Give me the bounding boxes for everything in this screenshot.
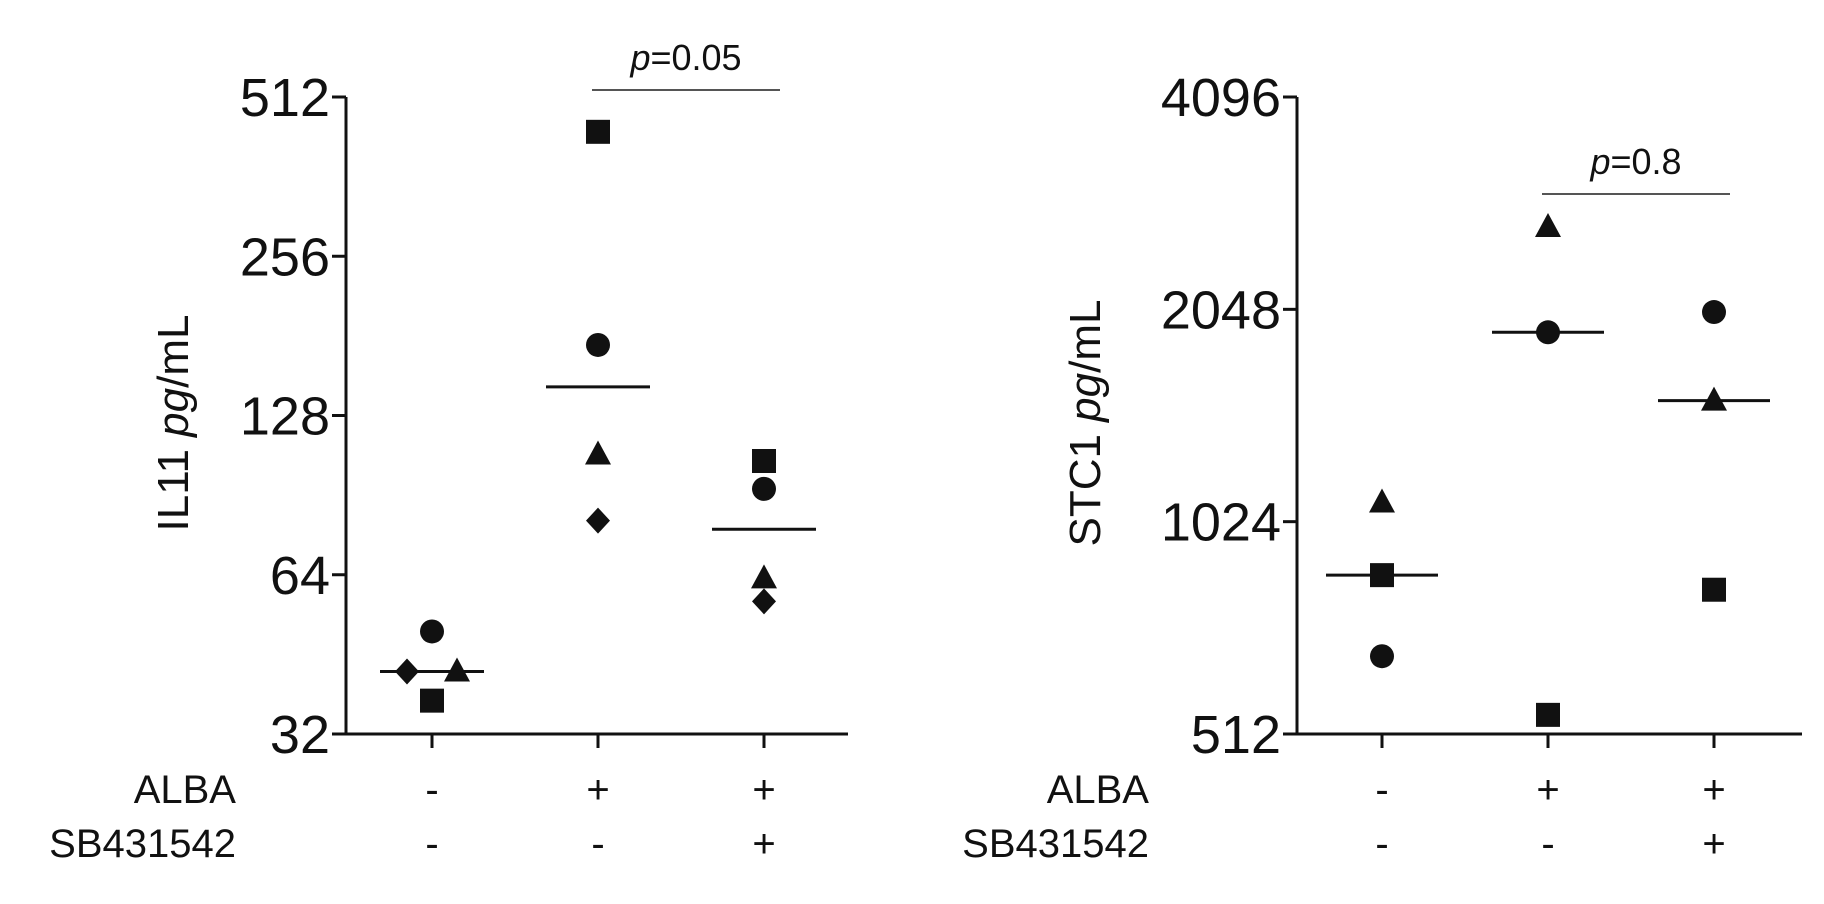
il11-point-group-1-triangle	[444, 657, 470, 682]
stc1-point-group-1-triangle	[1369, 488, 1395, 513]
il11-condition-label-sb431542: SB431542	[49, 822, 236, 866]
il11-alba-group-3: +	[752, 768, 775, 812]
stc1-condition-table: ALBA SB431542 - + + - - +	[962, 768, 1726, 866]
il11-point-group-3-diamond	[752, 588, 776, 615]
stc1-significance: p=0.8	[1542, 141, 1730, 195]
il11-points	[395, 119, 777, 713]
stc1-y-tick-label-1: 1024	[1161, 493, 1281, 553]
il11-point-group-2-square	[586, 119, 610, 144]
stc1-y-tick-label-2: 2048	[1161, 280, 1281, 340]
stc1-alba-group-3: +	[1702, 768, 1725, 812]
il11-sb431542-group-3: +	[752, 822, 775, 866]
stc1-alba-group-1: -	[1375, 768, 1388, 812]
stc1-sb431542-group-1: -	[1375, 822, 1388, 866]
stc1-point-group-3-square	[1702, 577, 1726, 602]
il11-sb431542-group-2: -	[591, 822, 604, 866]
stc1-points	[1369, 212, 1727, 727]
il11-y-tick-label-1: 64	[270, 546, 330, 606]
il11-point-group-1-diamond	[395, 658, 419, 685]
stc1-p-value: p=0.8	[1589, 141, 1681, 182]
il11-condition-label-alba: ALBA	[134, 768, 237, 812]
stc1-panel: STC1 pg/mL 512 1024 2048 4096 p=0.8 ALBA SB…	[962, 68, 1802, 866]
stc1-point-group-3-triangle	[1701, 386, 1727, 411]
stc1-alba-group-2: +	[1536, 768, 1559, 812]
stc1-condition-label-alba: ALBA	[1047, 768, 1150, 812]
il11-panel: IL11 pg/mL 32 64 128 256 512 p=0.05 ALBA SB4…	[49, 37, 848, 866]
stc1-y-tick-label-0: 512	[1191, 705, 1281, 765]
il11-significance: p=0.05	[592, 37, 780, 91]
il11-y-tick-label-4: 512	[240, 68, 330, 128]
il11-point-group-3-square	[752, 449, 776, 474]
il11-condition-table: ALBA SB431542 - + + - - +	[49, 768, 776, 866]
stc1-medians	[1326, 330, 1770, 577]
il11-y-tick-label-0: 32	[270, 705, 330, 765]
stc1-x-ticks	[1380, 734, 1716, 748]
il11-point-group-2-diamond	[586, 507, 610, 534]
stc1-point-group-1-circle	[1370, 644, 1394, 669]
stc1-point-group-1-square	[1370, 563, 1394, 588]
stc1-point-group-2-circle	[1536, 320, 1560, 345]
il11-point-group-2-circle	[586, 332, 610, 357]
il11-y-tick-label-2: 128	[240, 387, 330, 447]
il11-alba-group-1: -	[425, 768, 438, 812]
il11-point-group-3-circle	[752, 476, 776, 501]
il11-alba-group-2: +	[586, 768, 609, 812]
il11-point-group-1-square	[420, 688, 444, 713]
stc1-condition-label-sb431542: SB431542	[962, 822, 1149, 866]
il11-p-value: p=0.05	[629, 37, 741, 78]
il11-point-group-1-circle	[420, 619, 444, 644]
stc1-point-group-3-circle	[1702, 300, 1726, 325]
stc1-point-group-2-square	[1536, 702, 1560, 727]
il11-y-tick-label-3: 256	[240, 227, 330, 287]
stc1-point-group-2-triangle	[1535, 212, 1561, 237]
stc1-y-tick-label-3: 4096	[1161, 68, 1281, 128]
il11-x-ticks	[430, 734, 766, 748]
il11-y-axis-title: IL11 pg/mL	[149, 315, 198, 532]
stc1-y-ticks: 512 1024 2048 4096	[1161, 68, 1297, 765]
il11-y-ticks: 32 64 128 256 512	[240, 68, 346, 765]
stc1-sb431542-group-3: +	[1702, 822, 1725, 866]
il11-sb431542-group-1: -	[425, 822, 438, 866]
stc1-y-axis-title: STC1 pg/mL	[1061, 299, 1110, 546]
il11-point-group-2-triangle	[585, 440, 611, 465]
il11-point-group-3-triangle	[751, 564, 777, 589]
stc1-sb431542-group-2: -	[1541, 822, 1554, 866]
